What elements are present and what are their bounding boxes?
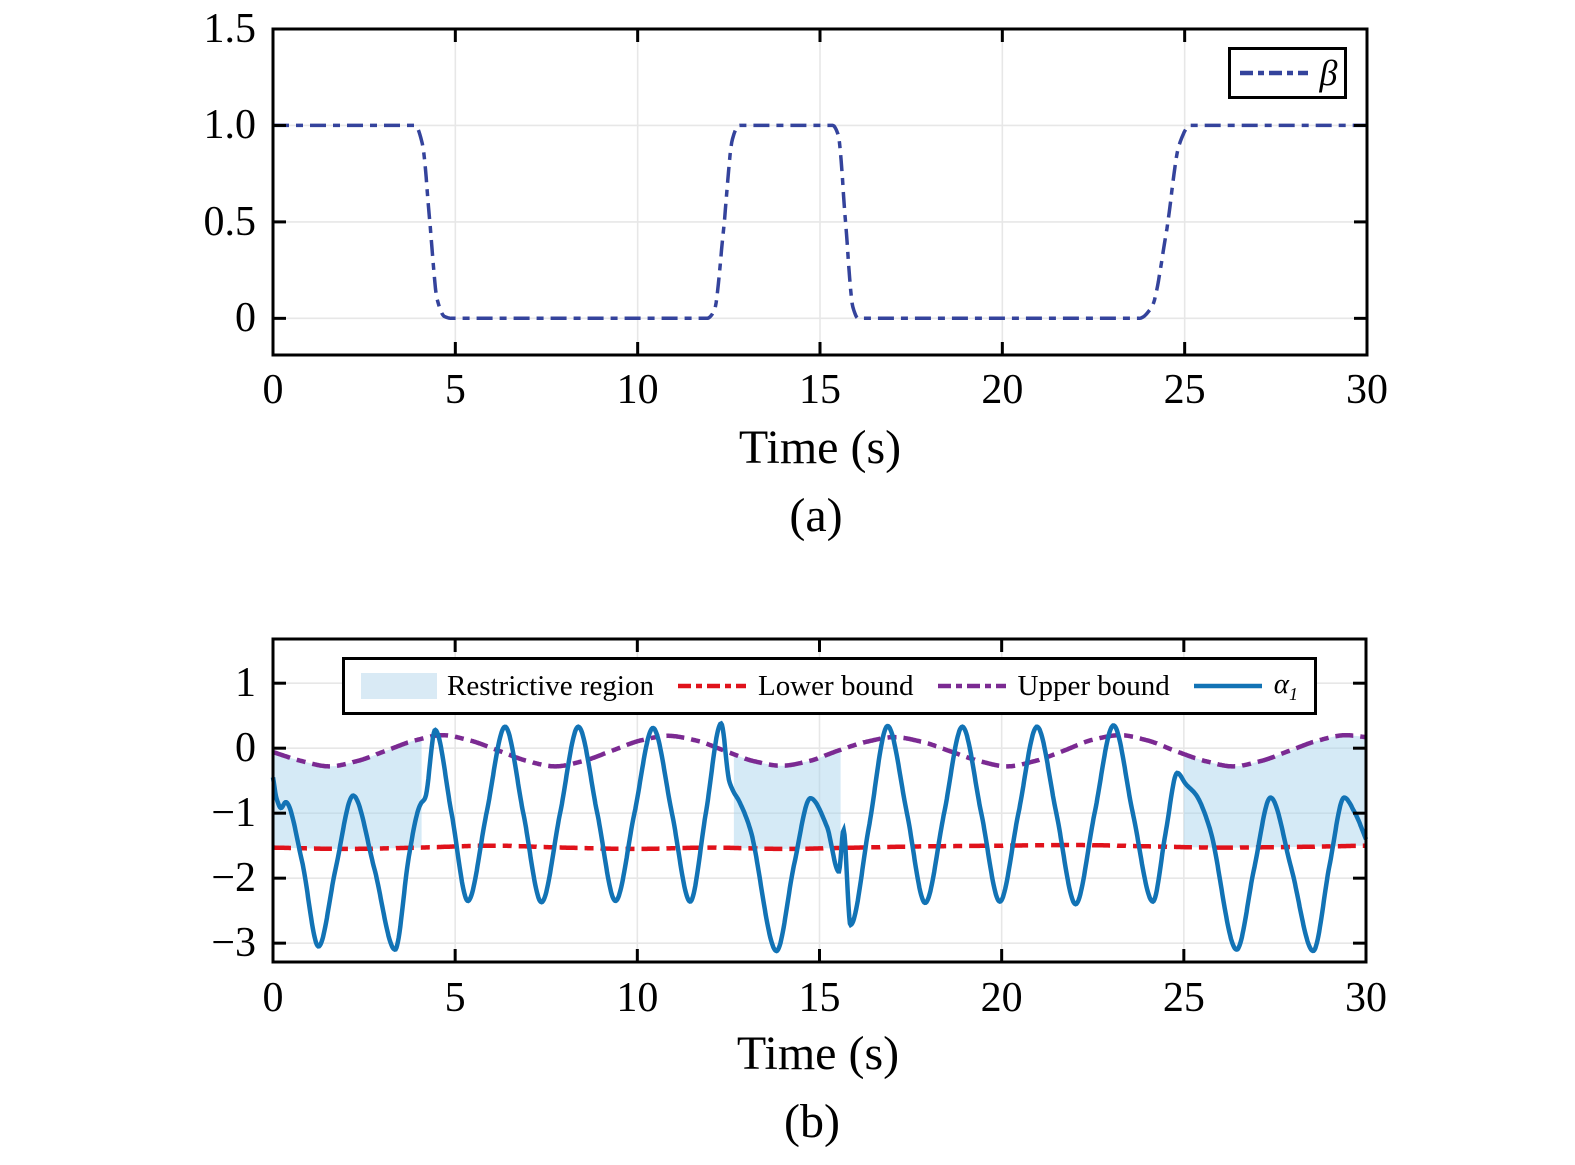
y-tick-label: 1 bbox=[235, 660, 256, 707]
x-tick-label: 25 bbox=[1163, 367, 1206, 413]
legend-label: Upper bound bbox=[1017, 669, 1170, 702]
x-tick-label: 25 bbox=[1162, 975, 1205, 1021]
legend-label: Lower bound bbox=[758, 669, 914, 702]
caption-a: (a) bbox=[789, 489, 843, 542]
legend-label-subscript: 1 bbox=[1289, 683, 1298, 704]
restrictive-region-shading bbox=[1183, 735, 1366, 848]
x-tick-label: 5 bbox=[444, 975, 466, 1021]
y-tick-label: −1 bbox=[211, 790, 256, 837]
legend-label: Restrictive region bbox=[447, 669, 654, 702]
legend-item: Upper bound bbox=[936, 670, 1170, 703]
restrictive-region-swatch-icon bbox=[361, 673, 437, 699]
restrictive-region-shading bbox=[733, 749, 841, 849]
legend-panel-a: β bbox=[1228, 47, 1347, 99]
restrictive-region-shading bbox=[273, 738, 422, 849]
series-α1 bbox=[270, 720, 1369, 954]
legend-item: α1 bbox=[1192, 668, 1298, 705]
x-tick-label: 20 bbox=[981, 367, 1024, 413]
legend-line-sample-icon bbox=[937, 683, 1006, 689]
x-tick-label: 10 bbox=[616, 367, 659, 413]
legend-label: α1 bbox=[1273, 667, 1298, 704]
x-axis-label-a: Time (s) bbox=[738, 421, 902, 474]
x-tick-label: 30 bbox=[1346, 367, 1388, 413]
legend-line-sample-icon bbox=[678, 683, 747, 689]
x-axis-label-b: Time (s) bbox=[736, 1027, 900, 1080]
y-tick-label: 0 bbox=[235, 295, 256, 342]
x-tick-label: 15 bbox=[798, 975, 841, 1021]
x-tick-label: 30 bbox=[1345, 975, 1387, 1021]
y-tick-label: 1.5 bbox=[203, 6, 257, 52]
series-Upper bound bbox=[272, 732, 1366, 769]
legend-item: Restrictive region bbox=[361, 670, 654, 703]
caption-b: (b) bbox=[784, 1095, 840, 1148]
legend-item: β bbox=[1238, 52, 1338, 94]
legend-label: β bbox=[1319, 53, 1338, 93]
x-tick-label: 10 bbox=[616, 975, 659, 1021]
legend-line-sample-icon bbox=[1193, 683, 1262, 689]
y-tick-label: 1.0 bbox=[203, 102, 257, 149]
y-tick-label: 0 bbox=[235, 725, 256, 772]
x-tick-label: 0 bbox=[262, 975, 284, 1021]
legend-line-sample-icon bbox=[1239, 70, 1308, 76]
y-tick-label: 0.5 bbox=[203, 198, 257, 245]
x-tick-label: 5 bbox=[444, 367, 466, 413]
x-tick-label: 20 bbox=[980, 975, 1023, 1021]
legend-item: Lower bound bbox=[676, 670, 913, 703]
series-Lower bound bbox=[273, 842, 1366, 852]
x-tick-label: 0 bbox=[262, 367, 284, 413]
x-tick-label: 15 bbox=[799, 367, 841, 413]
series-β bbox=[273, 123, 1367, 321]
y-tick-label: −2 bbox=[211, 855, 256, 902]
legend-panel-b: Restrictive region Lower bound Upper bound… bbox=[342, 657, 1317, 715]
y-tick-label: −3 bbox=[211, 920, 256, 967]
